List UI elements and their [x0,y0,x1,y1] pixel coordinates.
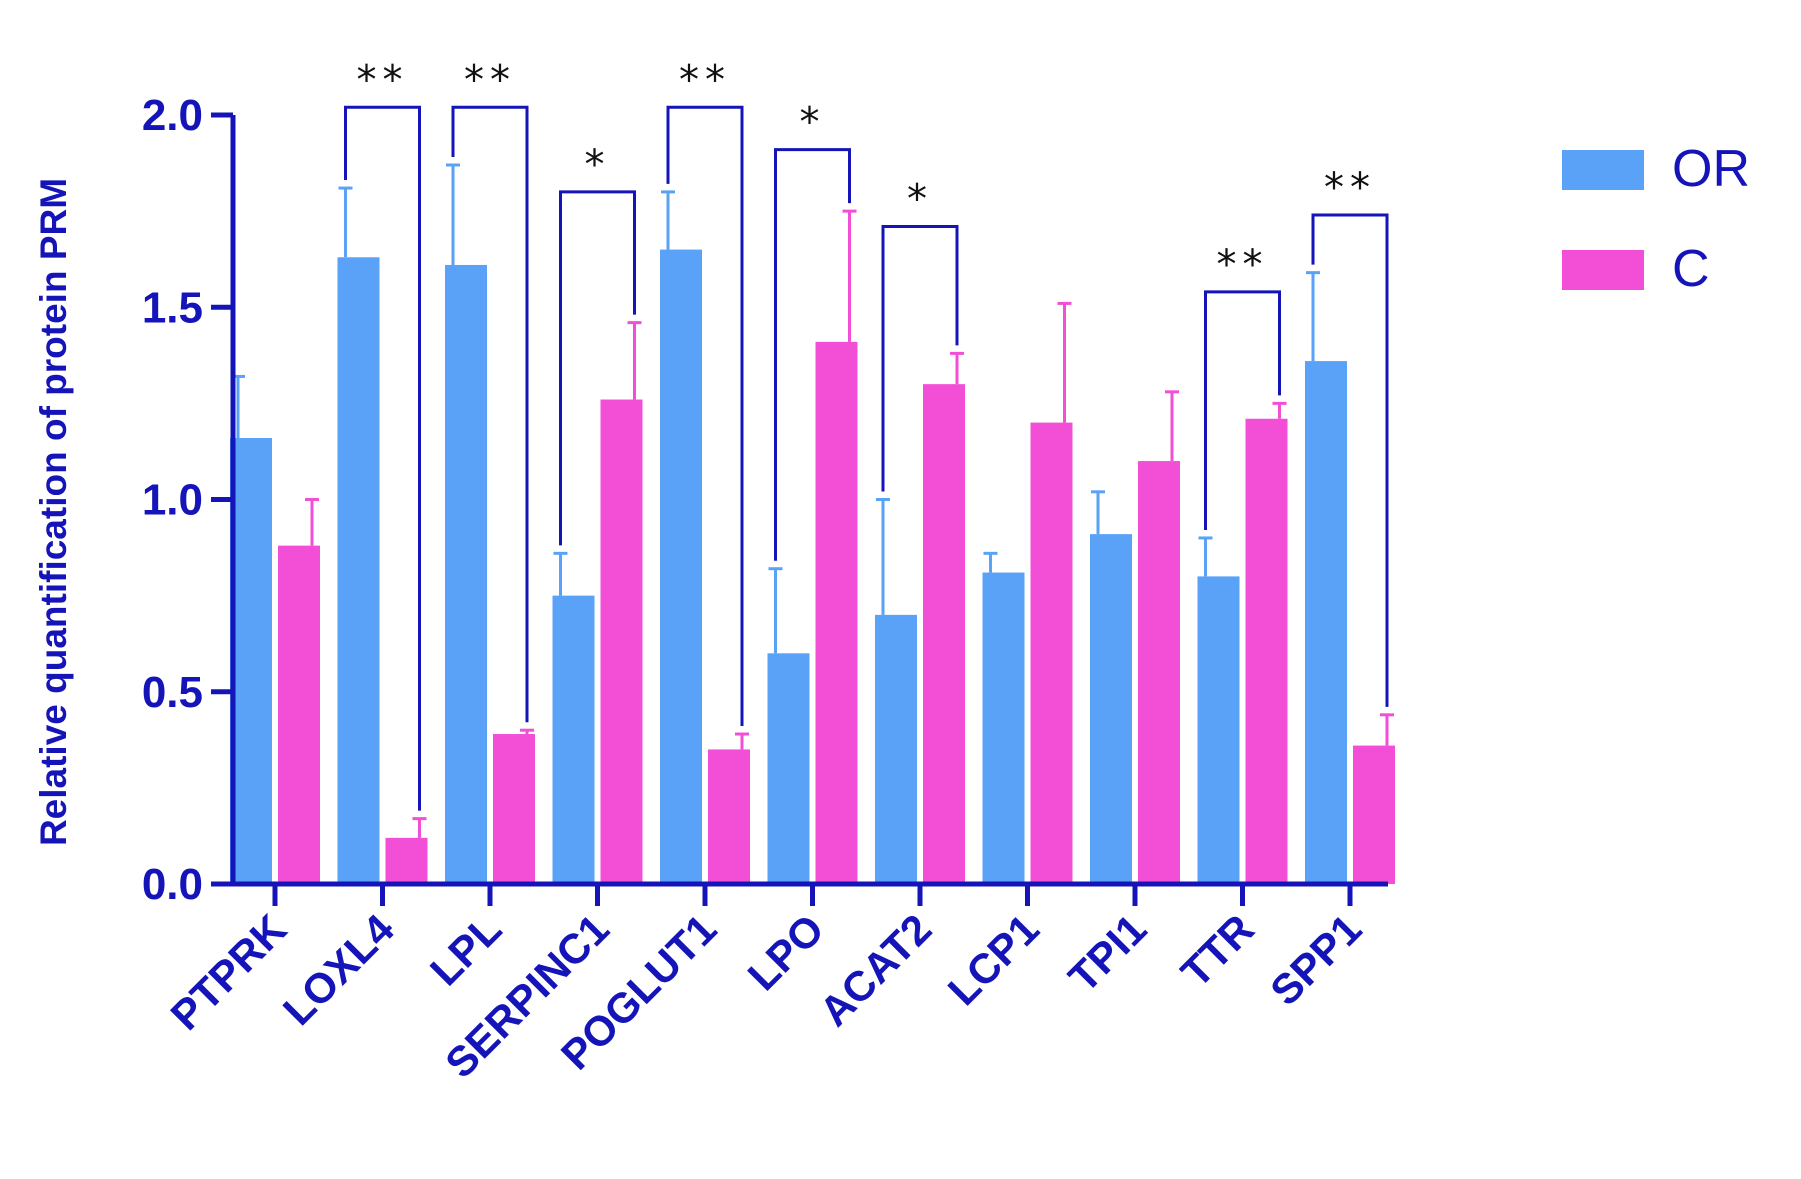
x-tick-label: LCP1 [939,905,1048,1014]
x-tick-label: ACAT2 [810,905,940,1035]
bar-c [385,837,428,884]
significance-label: ** [679,57,731,103]
significance-bracket [1204,290,1281,530]
y-tick-label: 1.0 [142,476,203,525]
bar-or [660,249,702,884]
bar-c [1030,422,1073,884]
significance-bracket [881,225,959,492]
error-bars-layer [231,163,1394,838]
significance-bracket [666,105,744,727]
bar-c [1138,461,1180,884]
bar-or [1197,576,1240,884]
x-tick-label: TTR [1172,905,1263,996]
significance-bracket [344,105,421,811]
significance-label: * [585,142,611,188]
bar-c [1353,745,1395,884]
y-tick-label: 0.0 [142,860,203,909]
significance-bracket [451,105,529,723]
legend: OR C [1562,140,1750,298]
significance-label: * [800,100,826,146]
significance-label: ** [1324,165,1376,211]
bar-c [815,341,858,885]
bar-or [230,437,272,884]
significance-label: ** [1217,242,1269,288]
y-tick-label: 1.5 [142,283,203,332]
legend-swatch-c [1562,250,1644,290]
significance-bracket [559,190,636,546]
significance-layer: ** *********** [344,57,1389,811]
y-axis-label: Relative quantification of protein PRM [33,178,74,846]
bar-c [278,545,320,884]
bar-c [1245,418,1288,884]
y-tick-label: 0.5 [142,668,203,717]
x-tick-label: LPO [739,905,833,999]
y-tick-label: 2.0 [142,91,203,140]
bar-or [1090,534,1132,884]
bar-or [1305,361,1347,885]
legend-label-or: OR [1672,140,1750,198]
x-tick-label: SPP1 [1261,905,1370,1014]
bar-or [552,595,595,884]
x-tick-label: PTPRK [161,905,295,1039]
bar-or [982,572,1025,884]
significance-label: ** [357,57,409,103]
bar-c [708,749,750,884]
x-tick-label: LPL [421,905,510,994]
bar-c [600,399,643,884]
y-ticks-layer: 0.0 0.5 1.0 1.5 2.0 [142,91,233,909]
significance-label: * [907,177,933,223]
significance-bracket [774,148,851,561]
bar-c [493,734,535,884]
x-tick-label: LOXL4 [274,905,403,1034]
legend-label-c: C [1672,240,1710,298]
bars-layer [230,249,1395,885]
significance-label: ** [464,57,516,103]
significance-bracket [1311,213,1389,707]
legend-swatch-or [1562,150,1644,190]
bar-or [875,614,917,884]
bar-or [337,257,380,884]
bar-or [767,653,810,884]
bar-c [923,384,965,884]
bar-or [445,264,487,885]
x-tick-label: TPI1 [1059,905,1155,1001]
